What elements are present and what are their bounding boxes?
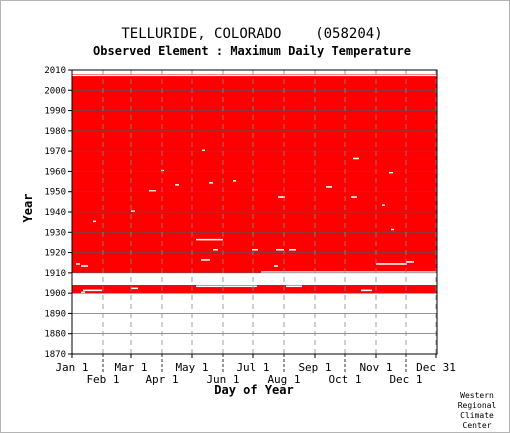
x-tick-label: Oct 1 [328,373,361,386]
y-tick-label: 1950 [44,188,66,198]
missing-cell [213,249,218,251]
missing-cell [201,259,210,261]
missing-cell [161,169,164,172]
chart-title: TELLURIDE, COLORADO (058204) [121,26,382,42]
y-axis-label: Year [21,194,35,223]
missing-cell [353,157,359,160]
missing-cell [252,249,258,251]
missing-cell [406,261,414,263]
missing-cell [361,289,372,292]
x-tick-label: Jul 1 [236,361,269,374]
missing-cell [131,210,135,212]
missing-cell [382,204,385,206]
plot-area [72,74,437,294]
missing-cell [274,265,278,267]
x-tick-label: Dec 31 [416,361,456,374]
y-tick-label: 1940 [44,208,66,218]
missing-cell [149,190,156,192]
x-tick-label: May 1 [175,361,208,374]
observed-block [72,74,437,273]
y-tick-label: 1910 [44,269,66,279]
missing-cell [391,228,394,231]
credit-line-4: Center [463,421,492,430]
missing-cell [233,180,236,182]
missing-cell [81,265,88,267]
x-tick-label: Jan 1 [55,361,88,374]
y-tick-label: 1960 [44,167,66,177]
missing-cell [376,263,407,265]
y-axis: 1870 1880 1890 1900 1910 1920 1930 1940 1950 1960… [44,66,72,360]
missing-cell [276,249,284,251]
missing-cell [278,196,285,198]
observed-block [72,285,437,294]
missing-cell [202,149,205,152]
missing-cell [351,196,357,198]
missing-cell [175,184,179,186]
y-tick-label: 1980 [44,127,66,137]
credit-line-1: Western [460,391,494,400]
x-tick-label: Nov 1 [359,361,392,374]
x-tick-label: Mar 1 [114,361,147,374]
missing-cell [289,249,296,251]
credit-line-3: Climate [460,411,494,420]
x-tick-label: Dec 1 [389,373,422,386]
missing-cell [209,182,213,184]
missing-cell [196,238,223,241]
y-tick-label: 1870 [44,350,66,360]
missing-cell [196,285,257,288]
missing-cell [72,74,437,77]
missing-cell [93,220,96,223]
y-tick-label: 1920 [44,249,66,259]
x-axis-label: Day of Year [214,383,293,397]
missing-cell [83,289,102,292]
missing-cell [76,263,80,265]
y-tick-label: 1890 [44,309,66,319]
x-tick-label: Jun 1 [206,373,239,386]
y-tick-label: 1970 [44,147,66,157]
x-tick-label: Feb 1 [86,373,119,386]
y-tick-label: 1900 [44,289,66,299]
x-tick-label: Aug 1 [267,373,300,386]
x-tick-label: Sep 1 [298,361,331,374]
y-tick-label: 1990 [44,107,66,117]
missing-cell [326,186,332,188]
missing-cell [81,291,85,294]
y-tick-label: 2010 [44,66,66,76]
missing-cell [286,285,302,288]
credit-line-2: Regional [458,401,497,410]
x-tick-label: Apr 1 [145,373,178,386]
y-tick-label: 2000 [44,86,66,96]
missing-cell [389,171,393,174]
credit-block: Western Regional Climate Center [458,391,497,430]
y-tick-label: 1930 [44,228,66,238]
chart-subtitle: Observed Element : Maximum Daily Tempera… [93,44,411,58]
y-tick-label: 1880 [44,330,66,340]
x-axis: Jan 1 Mar 1 May 1 Jul 1 Sep 1 Nov 1 Dec 31 Feb … [55,354,456,386]
missing-cell [261,271,437,273]
missing-cell [131,287,138,290]
